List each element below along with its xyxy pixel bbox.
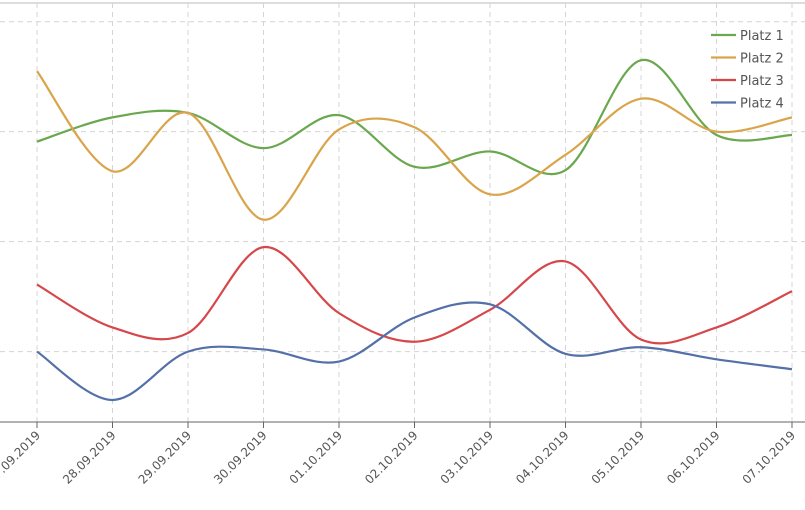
- x-tick-label: 04.10.2019: [513, 428, 571, 486]
- x-tick-label: 29.09.2019: [136, 428, 194, 486]
- x-tick-label: 07.10.2019: [740, 428, 798, 486]
- x-tick-label: 06.10.2019: [664, 428, 722, 486]
- series-line: [36, 70, 793, 221]
- legend-label: Platz 3: [740, 74, 784, 89]
- x-tick-label: 27.09.2019: [0, 428, 43, 486]
- x-tick-label: 28.09.2019: [60, 428, 118, 486]
- x-tick-label: 02.10.2019: [362, 428, 420, 486]
- legend-label: Platz 2: [740, 52, 784, 67]
- x-tick-label: 30.09.2019: [211, 428, 269, 486]
- legend-label: Platz 4: [740, 97, 784, 112]
- x-tick-label: 03.10.2019: [438, 428, 496, 486]
- series-line: [36, 246, 793, 345]
- x-tick-label: 05.10.2019: [589, 428, 647, 486]
- series-line: [36, 301, 793, 402]
- x-tick-label: 01.10.2019: [287, 428, 345, 486]
- legend-label: Platz 1: [740, 29, 784, 44]
